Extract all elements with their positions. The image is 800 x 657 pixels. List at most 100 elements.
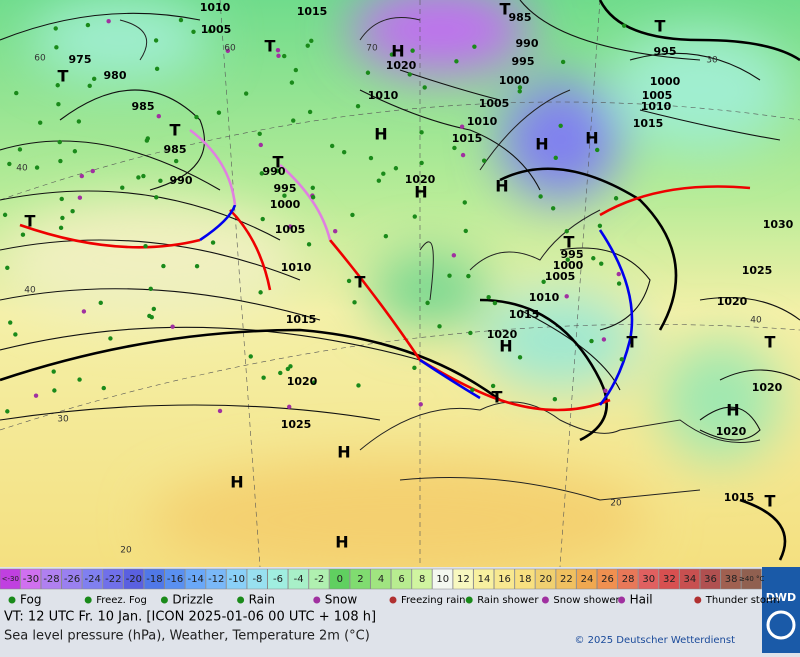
rain-symbol	[595, 147, 600, 153]
valid-time: VT: 12 UTC Fr. 10 Jan. [ICON 2025-01-06 …	[4, 610, 376, 625]
rain-symbol	[258, 142, 263, 148]
rain-symbol	[332, 229, 338, 234]
isobar-label: 1010	[368, 89, 399, 102]
rain-symbol	[517, 85, 523, 90]
temperature-label: 30	[706, 56, 718, 66]
rain-symbol	[462, 200, 467, 205]
weather-legend-icon	[237, 596, 245, 604]
rain-symbol	[156, 113, 161, 119]
temperature-swatch	[205, 568, 227, 590]
rain-symbol	[154, 66, 160, 72]
rain-symbol	[289, 80, 295, 85]
rain-symbol	[7, 161, 12, 167]
rain-symbol	[601, 337, 607, 342]
temperature-label: 20	[610, 499, 622, 509]
temperature-scale-label: 20	[539, 574, 552, 585]
temperature-swatch	[720, 568, 742, 590]
isobar-label: 1015	[509, 308, 540, 321]
rain-symbol	[310, 185, 315, 190]
weather-legend-label: Fog	[20, 593, 41, 607]
dwd-logo-box	[762, 567, 800, 653]
rain-symbol	[260, 216, 265, 222]
rain-symbol	[454, 59, 459, 64]
rain-symbol	[422, 85, 427, 90]
rain-symbol	[538, 194, 543, 199]
isobar-label: 995	[654, 45, 677, 58]
weather-legend-label: Freez. Fog	[96, 595, 147, 606]
rain-symbol	[178, 17, 184, 23]
temperature-scale-label: 30	[642, 574, 655, 585]
rain-symbol	[381, 171, 386, 176]
rain-symbol	[352, 300, 357, 305]
pressure-center: H	[535, 135, 548, 154]
temperature-scale-label: 38	[725, 574, 738, 585]
pressure-center: T	[265, 37, 276, 56]
pressure-center: H	[499, 337, 512, 356]
temperature-swatch	[432, 568, 453, 590]
rain-symbol	[310, 195, 316, 200]
rain-symbol	[616, 281, 622, 286]
temperature-scale-label: -20	[126, 574, 142, 585]
weather-legend-label: Drizzle	[172, 593, 213, 607]
isobar-label: 1000	[553, 259, 584, 272]
isobar-label: 1010	[467, 115, 498, 128]
rain-symbol	[8, 320, 13, 325]
map-area	[0, 0, 800, 580]
isobar-label: 1005	[545, 270, 576, 283]
temperature-scale-label: 2	[357, 574, 363, 585]
pressure-center: T	[765, 333, 776, 352]
temperature-swatch	[267, 568, 289, 590]
temperature-swatch	[514, 568, 536, 590]
temperature-scale-label: 0	[337, 574, 343, 585]
temperature-scale-label: -10	[229, 574, 245, 585]
rain-symbol	[77, 377, 82, 382]
weather-legend-icon	[313, 596, 321, 604]
rain-symbol	[305, 43, 310, 48]
isobar-label: 980	[104, 69, 127, 82]
rain-symbol	[564, 229, 569, 234]
rain-symbol	[463, 228, 468, 234]
temperature-swatch	[679, 568, 700, 590]
isobar-label: 1020	[405, 173, 436, 186]
temperature-scale-label: <-30	[2, 575, 19, 583]
rain-symbol	[619, 357, 624, 362]
rain-symbol	[560, 59, 566, 65]
pressure-center: T	[273, 153, 284, 172]
temperature-swatch	[226, 568, 247, 590]
rain-symbol	[329, 143, 335, 149]
rain-symbol	[293, 67, 299, 73]
rain-symbol	[275, 168, 280, 174]
temperature-scale-label: -18	[146, 574, 162, 585]
rain-symbol	[194, 264, 200, 269]
isobar-label: 985	[509, 11, 532, 24]
temperature-swatch	[391, 568, 412, 590]
rain-symbol	[276, 53, 281, 58]
isobar-label: 1000	[650, 75, 681, 88]
rain-symbol	[79, 173, 85, 179]
weather-legend-icon	[160, 596, 168, 604]
rain-symbol	[621, 23, 627, 28]
isobar-label: 1005	[479, 97, 510, 110]
rain-symbol	[170, 324, 175, 329]
rain-symbol	[558, 123, 563, 128]
rain-symbol	[589, 338, 594, 344]
temperature-scale-label: 34	[684, 574, 697, 585]
rain-symbol	[309, 38, 314, 44]
temperature-scale-label: -4	[294, 574, 304, 585]
rain-symbol	[278, 370, 283, 376]
rain-symbol	[261, 375, 266, 380]
rain-symbol	[346, 278, 352, 284]
rain-symbol	[2, 212, 8, 218]
rain-symbol	[81, 309, 87, 314]
isobar-label: 985	[164, 143, 187, 156]
temperature-scale-label: 14	[478, 574, 491, 585]
temperature-scale-label: -8	[252, 574, 262, 585]
isobar-label: 1010	[641, 100, 672, 113]
pressure-center: T	[170, 121, 181, 140]
rain-symbol	[153, 38, 159, 43]
rain-symbol	[376, 178, 382, 183]
pressure-center: T	[25, 212, 36, 231]
isobar-label: 985	[132, 100, 155, 113]
pressure-center: H	[726, 401, 739, 420]
rain-symbol	[412, 365, 417, 371]
